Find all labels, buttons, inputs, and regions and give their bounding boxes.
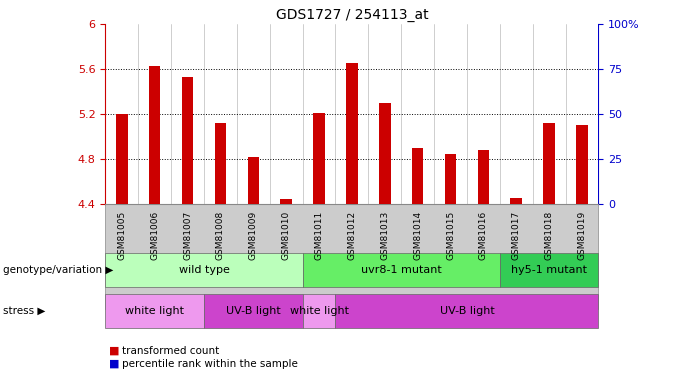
Bar: [116, 114, 128, 204]
Text: uvr8-1 mutant: uvr8-1 mutant: [361, 265, 441, 275]
Text: ■: ■: [109, 359, 119, 369]
Bar: [379, 103, 390, 204]
Bar: [149, 66, 160, 204]
Bar: [280, 199, 292, 204]
Text: genotype/variation ▶: genotype/variation ▶: [3, 265, 114, 275]
Bar: [215, 123, 226, 204]
Text: transformed count: transformed count: [122, 346, 220, 355]
Text: hy5-1 mutant: hy5-1 mutant: [511, 265, 587, 275]
Bar: [511, 198, 522, 204]
Text: white light: white light: [125, 306, 184, 316]
Bar: [248, 157, 259, 204]
Text: UV-B light: UV-B light: [226, 306, 281, 316]
Bar: [412, 148, 424, 204]
Text: stress ▶: stress ▶: [3, 306, 46, 316]
Bar: [445, 154, 456, 204]
Text: UV-B light: UV-B light: [439, 306, 494, 316]
Bar: [477, 150, 489, 204]
Text: percentile rank within the sample: percentile rank within the sample: [122, 359, 299, 369]
Bar: [182, 77, 193, 204]
Title: GDS1727 / 254113_at: GDS1727 / 254113_at: [275, 8, 428, 22]
Bar: [313, 113, 325, 204]
Text: ■: ■: [109, 346, 119, 355]
Bar: [576, 124, 588, 204]
Text: wild type: wild type: [179, 265, 229, 275]
Text: white light: white light: [290, 306, 349, 316]
Bar: [346, 63, 358, 204]
Bar: [543, 123, 555, 204]
